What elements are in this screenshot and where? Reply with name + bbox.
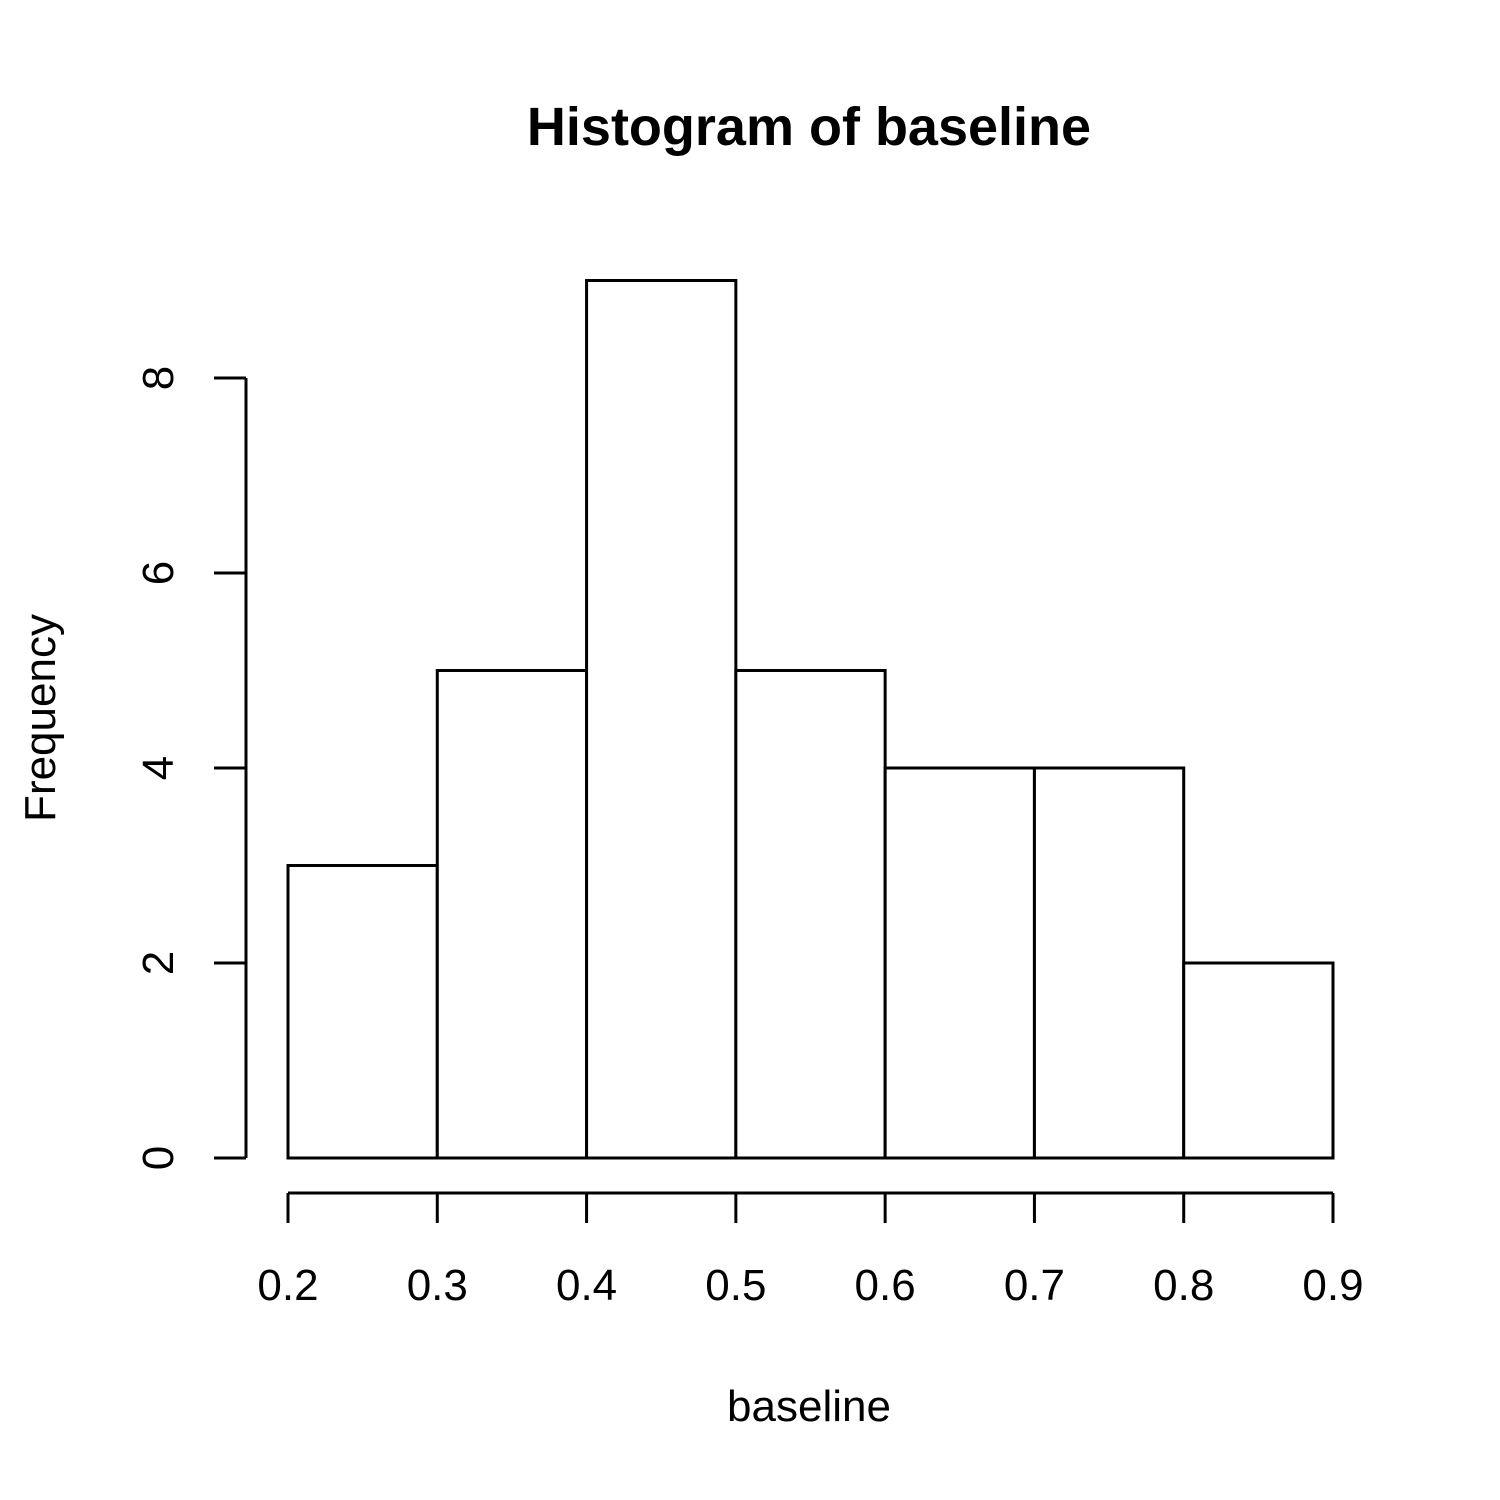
histogram-bar [883,766,1036,1160]
y-tick-label: 2 [134,951,183,975]
chart-title: Histogram of baseline [527,97,1091,157]
histogram-bar [734,669,887,1160]
x-axis-label: baseline [727,1382,891,1431]
histogram-bar [1032,766,1186,1160]
y-tick-label: 0 [134,1146,183,1170]
y-tick-label: 8 [134,366,183,390]
histogram-bar [1182,961,1335,1160]
bars-group [286,279,1335,1160]
y-tick-label: 4 [134,756,183,780]
x-tick-label: 0.9 [1302,1261,1363,1310]
x-tick-label: 0.5 [705,1261,766,1310]
x-tick-label: 0.4 [556,1261,617,1310]
x-tick-label: 0.7 [1004,1261,1065,1310]
y-tick-label: 6 [134,561,183,585]
x-tick-label: 0.8 [1153,1261,1214,1310]
y-axis: 0 2 4 6 8 [134,366,248,1170]
histogram-bar [585,279,738,1160]
y-axis-label: Frequency [16,614,65,822]
x-tick-label: 0.2 [257,1261,318,1310]
x-axis: 0.2 0.3 0.4 0.5 0.6 0.7 0.8 0.9 [257,1191,1364,1310]
histogram-bar [286,864,439,1160]
histogram-bar [435,669,589,1160]
x-tick-label: 0.6 [855,1261,916,1310]
x-tick-label: 0.3 [407,1261,468,1310]
